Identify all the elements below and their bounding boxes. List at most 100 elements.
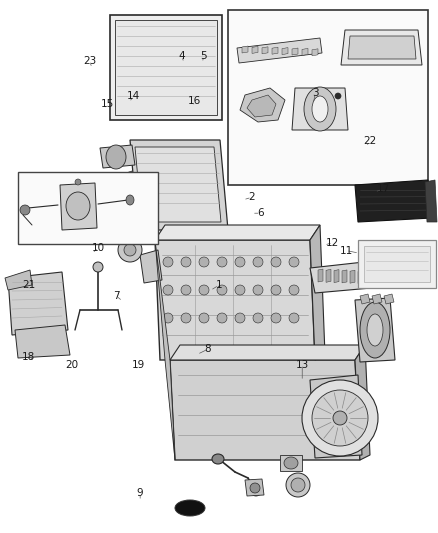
Ellipse shape [199,285,209,295]
Text: 11: 11 [339,246,353,255]
Ellipse shape [289,285,299,295]
Polygon shape [350,270,355,283]
Text: 13: 13 [296,360,309,370]
Bar [115,20,217,115]
Text: 19: 19 [131,360,145,370]
Ellipse shape [212,454,224,464]
Polygon shape [374,271,379,284]
Bar [110,15,222,120]
Polygon shape [126,207,132,217]
Polygon shape [155,240,175,460]
Text: 14: 14 [127,91,140,101]
Polygon shape [252,46,258,53]
Ellipse shape [289,313,299,323]
Polygon shape [358,271,363,284]
Ellipse shape [217,313,227,323]
Polygon shape [334,270,339,282]
Polygon shape [247,95,276,117]
Text: 4: 4 [178,51,185,61]
Text: 21: 21 [22,280,35,290]
Ellipse shape [199,313,209,323]
Ellipse shape [106,145,126,169]
Text: 18: 18 [22,352,35,362]
Polygon shape [170,345,365,360]
Ellipse shape [253,313,263,323]
Polygon shape [342,270,347,283]
Ellipse shape [367,314,383,346]
Ellipse shape [163,257,173,267]
Text: 6: 6 [257,208,264,218]
Polygon shape [242,46,248,53]
Ellipse shape [217,285,227,295]
Ellipse shape [302,380,378,456]
Ellipse shape [175,500,205,516]
Ellipse shape [271,313,281,323]
Text: 3: 3 [312,88,319,98]
Text: 2: 2 [248,192,255,202]
Text: 8: 8 [205,344,212,354]
Ellipse shape [235,313,245,323]
Ellipse shape [199,257,209,267]
Ellipse shape [253,285,263,295]
Polygon shape [355,180,432,222]
Polygon shape [135,147,221,222]
Polygon shape [155,225,320,240]
Polygon shape [355,298,395,362]
Polygon shape [5,270,32,290]
Polygon shape [372,294,382,304]
Polygon shape [318,269,323,282]
Ellipse shape [271,285,281,295]
Polygon shape [60,183,97,230]
Polygon shape [360,294,370,304]
Text: 16: 16 [188,96,201,106]
Ellipse shape [163,285,173,295]
Polygon shape [390,272,395,285]
Text: 23: 23 [83,56,96,66]
Ellipse shape [181,257,191,267]
Text: 7: 7 [113,291,120,301]
Ellipse shape [181,285,191,295]
Polygon shape [282,47,288,54]
Polygon shape [341,30,422,65]
Polygon shape [355,345,370,460]
Ellipse shape [181,313,191,323]
Ellipse shape [291,478,305,492]
Polygon shape [302,49,308,55]
Polygon shape [310,375,362,458]
Polygon shape [425,180,437,222]
Polygon shape [100,145,135,168]
Polygon shape [312,49,318,56]
Polygon shape [8,272,68,335]
Text: 20: 20 [66,360,79,370]
Text: 17: 17 [377,184,390,194]
Ellipse shape [253,257,263,267]
Text: 15: 15 [101,99,114,109]
Ellipse shape [118,238,142,262]
Polygon shape [326,269,331,282]
Polygon shape [382,271,387,285]
Ellipse shape [286,473,310,497]
Polygon shape [130,140,228,230]
Polygon shape [126,153,132,163]
Polygon shape [240,88,285,122]
Ellipse shape [126,195,134,205]
Bar [364,246,430,282]
Polygon shape [262,47,268,54]
Polygon shape [366,271,371,284]
Polygon shape [170,360,360,460]
Ellipse shape [304,87,336,131]
Polygon shape [384,294,394,304]
Bar [280,455,302,471]
Ellipse shape [395,258,411,284]
Ellipse shape [235,257,245,267]
Text: 10: 10 [92,243,105,253]
Ellipse shape [93,262,103,272]
Ellipse shape [217,257,227,267]
Ellipse shape [289,257,299,267]
Ellipse shape [124,244,136,256]
Text: 9: 9 [137,488,144,498]
Polygon shape [292,48,298,55]
Polygon shape [140,250,162,283]
Ellipse shape [20,205,30,215]
Ellipse shape [235,285,245,295]
